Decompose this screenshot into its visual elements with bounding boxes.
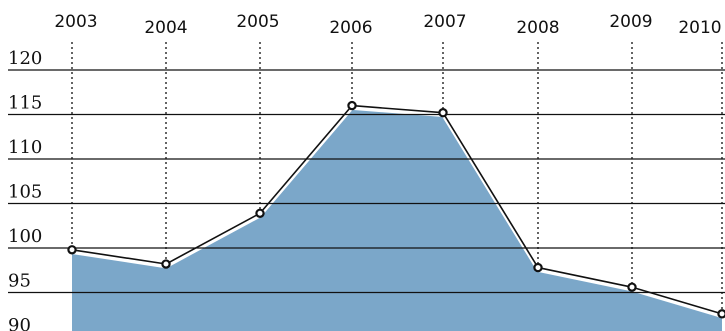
x-tick-label: 2008 xyxy=(516,18,559,38)
x-tick-label: 2009 xyxy=(609,12,652,32)
gridline-layer xyxy=(8,69,725,294)
x-tick-label: 2005 xyxy=(236,12,279,32)
y-tick-label: 95 xyxy=(8,271,31,292)
series-line-layer xyxy=(71,104,723,315)
x-tick-label: 2010 xyxy=(678,18,721,38)
data-point-2009 xyxy=(627,282,637,292)
data-point-2004 xyxy=(161,259,171,269)
marker-layer xyxy=(67,100,725,319)
series-area xyxy=(72,108,722,331)
y-tick-label: 115 xyxy=(8,93,42,114)
data-point-2005 xyxy=(255,208,265,218)
x-tick-label: 2007 xyxy=(423,12,466,32)
data-point-2003 xyxy=(67,245,77,255)
data-point-2007 xyxy=(438,108,448,118)
dropline-layer xyxy=(71,42,723,314)
x-axis-labels: 2003 2004 2005 2006 2007 2008 2009 2010 xyxy=(54,12,721,38)
y-axis-labels: 90 95 100 105 110 115 120 xyxy=(8,48,42,331)
x-tick-label: 2006 xyxy=(329,18,372,38)
series-line xyxy=(71,104,723,315)
y-tick-label: 90 xyxy=(8,315,31,331)
x-tick-label: 2003 xyxy=(54,12,97,32)
series-area-edge xyxy=(71,107,723,319)
y-tick-label: 105 xyxy=(8,182,42,203)
data-point-2010 xyxy=(717,309,725,319)
area-layer xyxy=(71,107,723,331)
y-tick-label: 110 xyxy=(8,137,42,158)
x-tick-label: 2004 xyxy=(144,18,187,38)
y-tick-label: 100 xyxy=(8,226,42,247)
y-tick-label: 120 xyxy=(8,48,42,69)
data-point-2008 xyxy=(533,262,543,273)
data-point-2006 xyxy=(347,100,357,111)
